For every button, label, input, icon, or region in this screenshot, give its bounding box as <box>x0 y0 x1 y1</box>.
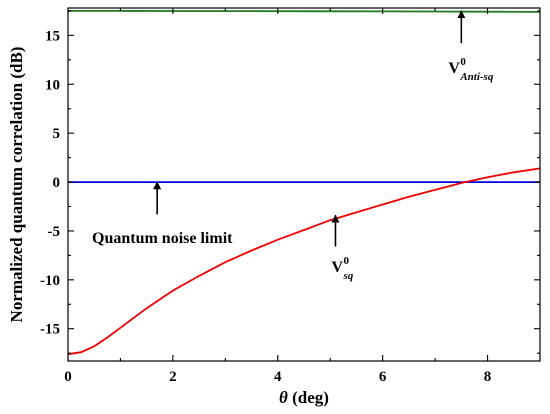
y-tick-label: -5 <box>48 224 61 240</box>
y-tick-label: 0 <box>53 175 61 191</box>
label-v-anti-sq-subscript: Anti-sq <box>459 71 494 83</box>
label-v-anti-sq-main: V <box>448 60 460 77</box>
x-tick-label: 2 <box>169 369 177 385</box>
plot-frame <box>67 7 541 362</box>
ticks-layer: 0 2 4 6 8 15 10 5 0 -5 -10 -15 <box>40 8 540 385</box>
label-v-sq-main: V <box>331 259 343 276</box>
x-axis-symbol: θ <box>279 388 288 407</box>
label-v-anti-sq-superscript: 0 <box>460 56 466 68</box>
x-tick-label: 0 <box>64 369 72 385</box>
label-v-sq-superscript: 0 <box>343 255 349 267</box>
label-quantum-noise-limit: Quantum noise limit <box>92 230 233 247</box>
x-tick-label: 4 <box>274 369 282 385</box>
label-v-anti-sq: V 0 Anti-sq <box>448 56 494 83</box>
y-tick-label: -10 <box>40 273 60 289</box>
x-axis-title: θ (deg) <box>279 388 329 407</box>
x-axis-unit: (deg) <box>288 388 329 407</box>
label-v-sq: V 0 sq <box>331 255 353 282</box>
y-tick-label: 10 <box>45 77 60 93</box>
y-tick-label: -15 <box>40 322 60 338</box>
series-line-anti_sq <box>68 9 541 13</box>
x-tick-label: 8 <box>484 369 492 385</box>
label-v-sq-subscript: sq <box>342 270 353 282</box>
y-tick-label: 15 <box>45 28 60 44</box>
y-tick-label: 5 <box>53 126 61 142</box>
x-tick-label: 6 <box>379 369 387 385</box>
series-line-sq <box>67 167 541 356</box>
series-layer <box>67 9 541 356</box>
y-axis-title: Normalized quantum correlation (dB) <box>7 47 26 323</box>
